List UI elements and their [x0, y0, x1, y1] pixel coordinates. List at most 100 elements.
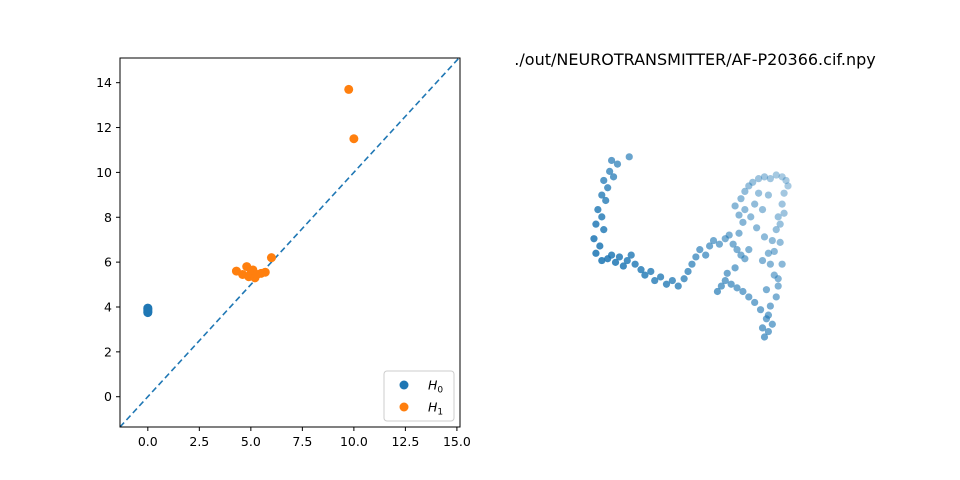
cloud-point-16	[598, 256, 606, 265]
persistence-points	[143, 84, 359, 318]
chart-title: ./out/NEUROTRANSMITTER/AF-P20366.cif.npy	[514, 50, 875, 69]
cloud-point-75	[764, 327, 773, 336]
cloud-point-89	[731, 264, 739, 272]
cloud-point-101	[753, 224, 761, 232]
cloud-point-59	[778, 173, 786, 181]
cloud-point-50	[731, 202, 739, 210]
cloud-point-57	[766, 175, 774, 183]
cloud-point-100	[760, 233, 769, 241]
cloud-point-2	[625, 153, 633, 161]
cloud-point-92	[758, 206, 767, 214]
cloud-point-26	[641, 271, 649, 279]
cloud-point-44	[729, 240, 737, 248]
diagonal-reference-line	[119, 57, 460, 428]
cloud-point-58	[772, 171, 780, 179]
cloud-point-4	[609, 173, 618, 181]
cloud-point-77	[758, 324, 767, 332]
cloud-point-56	[760, 173, 769, 181]
cloud-point-70	[774, 282, 782, 290]
point-h1-11	[344, 84, 354, 94]
cloud-point-93	[764, 191, 773, 199]
cloud-point-32	[674, 282, 682, 290]
cloud-point-1	[613, 160, 622, 168]
cloud-point-27	[647, 267, 655, 276]
cloud-point-63	[778, 200, 786, 208]
cloud-point-15	[592, 249, 600, 257]
cloud-point-40	[709, 236, 718, 245]
cloud-point-37	[696, 246, 704, 254]
cloud-point-18	[608, 251, 616, 259]
cloud-point-8	[602, 196, 610, 205]
cloud-point-106	[774, 275, 782, 283]
cloud-point-11	[592, 220, 600, 228]
cloud-point-51	[737, 195, 745, 203]
cloud-point-30	[662, 280, 671, 288]
cloud-point-99	[764, 249, 773, 257]
cloud-point-28	[651, 276, 659, 285]
cloud-point-36	[692, 253, 700, 261]
cloud-point-80	[751, 298, 759, 307]
cloud-point-96	[776, 220, 784, 228]
cloud-point-10	[598, 213, 606, 221]
point-h1-12	[349, 134, 359, 144]
legend-box	[383, 370, 455, 422]
x-tick-label: 2.5	[189, 434, 209, 449]
x-axis-ticks: 0.0 2.5 5.0 7.5 10.0 12.5 15.0	[138, 427, 471, 449]
cloud-point-84	[727, 280, 735, 288]
cloud-point-88	[723, 269, 731, 277]
cloud-point-71	[772, 293, 780, 301]
cloud-point-29	[657, 273, 665, 281]
cloud-point-74	[768, 320, 776, 328]
cloud-point-104	[776, 238, 784, 246]
cloud-point-0	[608, 156, 616, 165]
cloud-point-54	[749, 178, 757, 186]
cloud-point-25	[637, 266, 645, 274]
cloud-point-6	[604, 184, 612, 192]
cloud-point-98	[758, 256, 767, 265]
cloud-point-52	[741, 187, 749, 195]
cloud-point-95	[747, 213, 755, 221]
y-tick-label: 6	[104, 255, 112, 270]
cloud-point-87	[713, 287, 722, 296]
cloud-point-22	[623, 256, 631, 265]
x-tick-label: 12.5	[391, 434, 419, 449]
cloud-point-76	[760, 333, 769, 341]
cloud-point-85	[721, 276, 729, 285]
cloud-point-55	[755, 175, 763, 183]
cloud-point-62	[780, 189, 788, 197]
persistence-diagram: 0.0 2.5 5.0 7.5 10.0 12.5 15.0 0 2 4 6 8 10 12 14 H0H…	[96, 57, 471, 449]
x-tick-label: 5.0	[241, 434, 261, 449]
cloud-point-38	[702, 251, 710, 259]
point-cloud-points	[590, 153, 792, 341]
cloud-point-91	[751, 200, 759, 208]
cloud-point-94	[755, 189, 763, 197]
cloud-point-82	[739, 287, 747, 296]
cloud-point-49	[735, 211, 743, 219]
cloud-point-23	[627, 251, 635, 259]
y-tick-label: 12	[96, 120, 112, 135]
y-tick-label: 8	[104, 210, 112, 225]
cloud-point-13	[590, 235, 598, 243]
legend-marker-h0	[399, 380, 409, 390]
cloud-point-103	[741, 255, 749, 263]
cloud-point-81	[745, 293, 753, 301]
point-h1-10	[266, 253, 276, 263]
cloud-point-107	[762, 286, 771, 294]
x-tick-label: 7.5	[292, 434, 312, 449]
cloud-point-9	[594, 206, 602, 214]
cloud-point-68	[766, 260, 774, 268]
cloud-point-35	[688, 260, 696, 268]
cloud-point-61	[784, 182, 792, 190]
cloud-point-97	[780, 209, 788, 217]
point-cloud-chart: ./out/NEUROTRANSMITTER/AF-P20366.cif.npy	[514, 50, 876, 341]
x-tick-label: 0.0	[138, 434, 158, 449]
cloud-point-72	[766, 302, 774, 310]
cloud-point-41	[715, 240, 724, 248]
point-h0-4	[143, 303, 153, 313]
cloud-point-20	[615, 253, 624, 261]
cloud-point-86	[717, 282, 725, 290]
cloud-point-34	[684, 267, 692, 276]
cloud-point-78	[762, 315, 771, 323]
cloud-point-7	[598, 191, 606, 199]
